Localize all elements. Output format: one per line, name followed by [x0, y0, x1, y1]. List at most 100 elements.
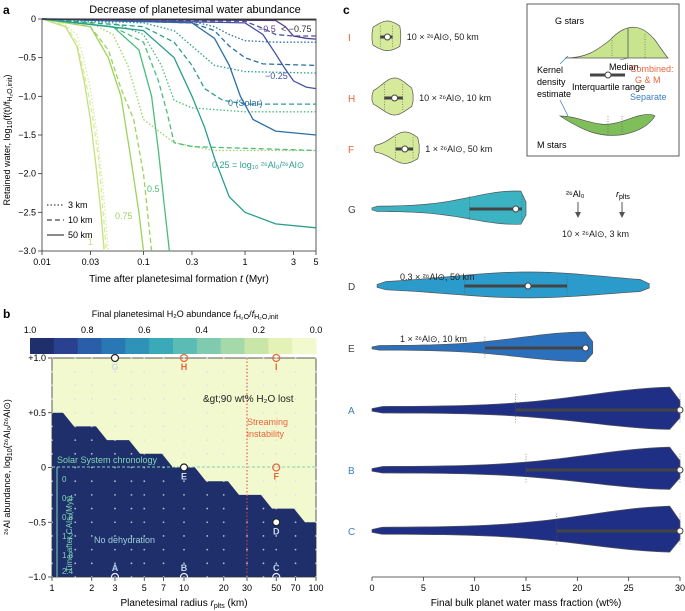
series-line-14 [41, 18, 317, 136]
grid-dot [90, 480, 93, 483]
violin-group: I 10 × ²⁶Al⊙, 50 km H 10 × ²⁶Al⊙, 10 km F 1 ×… [348, 20, 684, 553]
b-ytick-label: −1.0 [28, 572, 46, 582]
grid-dot [143, 480, 146, 483]
grid-dot [143, 562, 146, 565]
legend-kde-3: estimate [537, 89, 571, 99]
grid-dot [183, 384, 185, 387]
grid-dot [206, 480, 209, 483]
grid-dot [143, 398, 146, 400]
series-line-18 [41, 18, 317, 21]
grid-dot [162, 521, 165, 524]
grid-dot [183, 439, 185, 442]
colorbar-swatch [77, 338, 102, 354]
violin-label-I: 10 × ²⁶Al⊙, 50 km [407, 32, 479, 42]
grid-dot [262, 562, 265, 565]
grid-dot [114, 452, 116, 455]
grid-dot [206, 548, 209, 551]
scenario-point-F [272, 463, 281, 472]
grid-dot [74, 535, 77, 537]
grid-dot [130, 507, 133, 510]
legend-3km-label: 3 km [68, 200, 88, 210]
colorbar-swatch [125, 338, 150, 354]
panel-b: Final planetesimal H₂O abundance fH₂O/fH… [2, 309, 324, 610]
grid-dot [222, 384, 225, 387]
b-ytick-label: +1.0 [28, 353, 46, 363]
grid-dot [222, 439, 225, 442]
grid-dot [206, 357, 209, 359]
grid-dot [90, 521, 93, 524]
scenario-point-label-E: E [181, 472, 187, 482]
grid-dot [294, 411, 297, 414]
grid-dot [246, 548, 248, 551]
legend-m-violin [558, 114, 656, 136]
violin-median-F [401, 145, 409, 153]
grid-dot [162, 452, 165, 455]
note-arrowhead-left [575, 212, 581, 218]
grid-dot [130, 480, 133, 483]
violin-median-B [676, 466, 684, 474]
a-xtick-label: 3 [291, 257, 296, 267]
grid-dot [315, 425, 317, 428]
chron-tick-12: 1.2 [62, 532, 74, 541]
grid-dot [130, 493, 133, 496]
violin-label-C: 0.1 × ²⁶Al⊙, 50 km [420, 515, 495, 525]
a-ytick-label: 0 [31, 14, 36, 24]
grid-dot [51, 562, 53, 565]
grid-dot [74, 384, 77, 387]
grid-dot [294, 507, 297, 510]
grid-dot [275, 439, 278, 442]
grid-dot [206, 535, 209, 537]
violin-label-H: 10 × ²⁶Al⊙, 10 km [419, 93, 491, 103]
grid-dot [114, 493, 116, 496]
grid-dot [143, 548, 146, 551]
grid-dot [74, 548, 77, 551]
a-xtick-label: 1 [243, 257, 248, 267]
violin-row-letter-D: D [348, 282, 355, 293]
series-line-2 [41, 18, 105, 252]
series-label-075: 0.75 [115, 211, 133, 221]
grid-dot [51, 480, 53, 483]
grid-dot [74, 452, 77, 455]
panel-a-letter: a [3, 3, 10, 17]
grid-dot [183, 452, 185, 455]
panel-a-series-group [41, 18, 317, 252]
grid-dot [143, 521, 146, 524]
grid-dot [246, 411, 248, 414]
grid-dot [206, 384, 209, 387]
grid-dot [294, 493, 297, 496]
legend-kde-1: Kernel [537, 65, 563, 75]
grid-dot [275, 411, 278, 414]
grid-dot [90, 439, 93, 442]
c-xtick-label: 0 [369, 583, 374, 593]
grid-dot [51, 425, 53, 428]
grid-dot [162, 411, 165, 414]
grid-dot [51, 548, 53, 551]
grid-dot [206, 398, 209, 400]
grid-dot [114, 507, 116, 510]
series-label-m075: < −0.75 [281, 24, 312, 34]
grid-dot [294, 480, 297, 483]
grid-dot [51, 535, 53, 537]
grid-dot [315, 411, 317, 414]
grid-dot [183, 357, 185, 359]
grid-dot [114, 562, 116, 565]
grid-dot [90, 452, 93, 455]
grid-dot [315, 507, 317, 510]
legend-10km-label: 10 km [68, 215, 93, 225]
scenario-point-label-I: I [275, 362, 278, 372]
colorbar-swatch [196, 338, 222, 354]
grid-dot [143, 535, 146, 537]
grid-dot [90, 507, 93, 510]
legend-median: Median [609, 62, 639, 72]
panel-a-title: Decrease of planetesimal water abundance [89, 4, 301, 16]
panel-c-x-ticks: 0 5 10 15 20 25 30 [369, 577, 685, 593]
grid-dot [74, 576, 77, 578]
violin-row-letter-E: E [348, 344, 355, 355]
series-label-0: 0 (Solar) [228, 98, 263, 108]
legend-separate: Separate [630, 92, 667, 102]
scenario-point-label-B: B [181, 563, 188, 573]
grid-dot [262, 357, 265, 359]
violin-label-E: 1 × ²⁶Al⊙, 10 km [400, 334, 467, 344]
chron-tick-18: 1.8 [62, 551, 74, 560]
grid-dot [262, 398, 265, 400]
